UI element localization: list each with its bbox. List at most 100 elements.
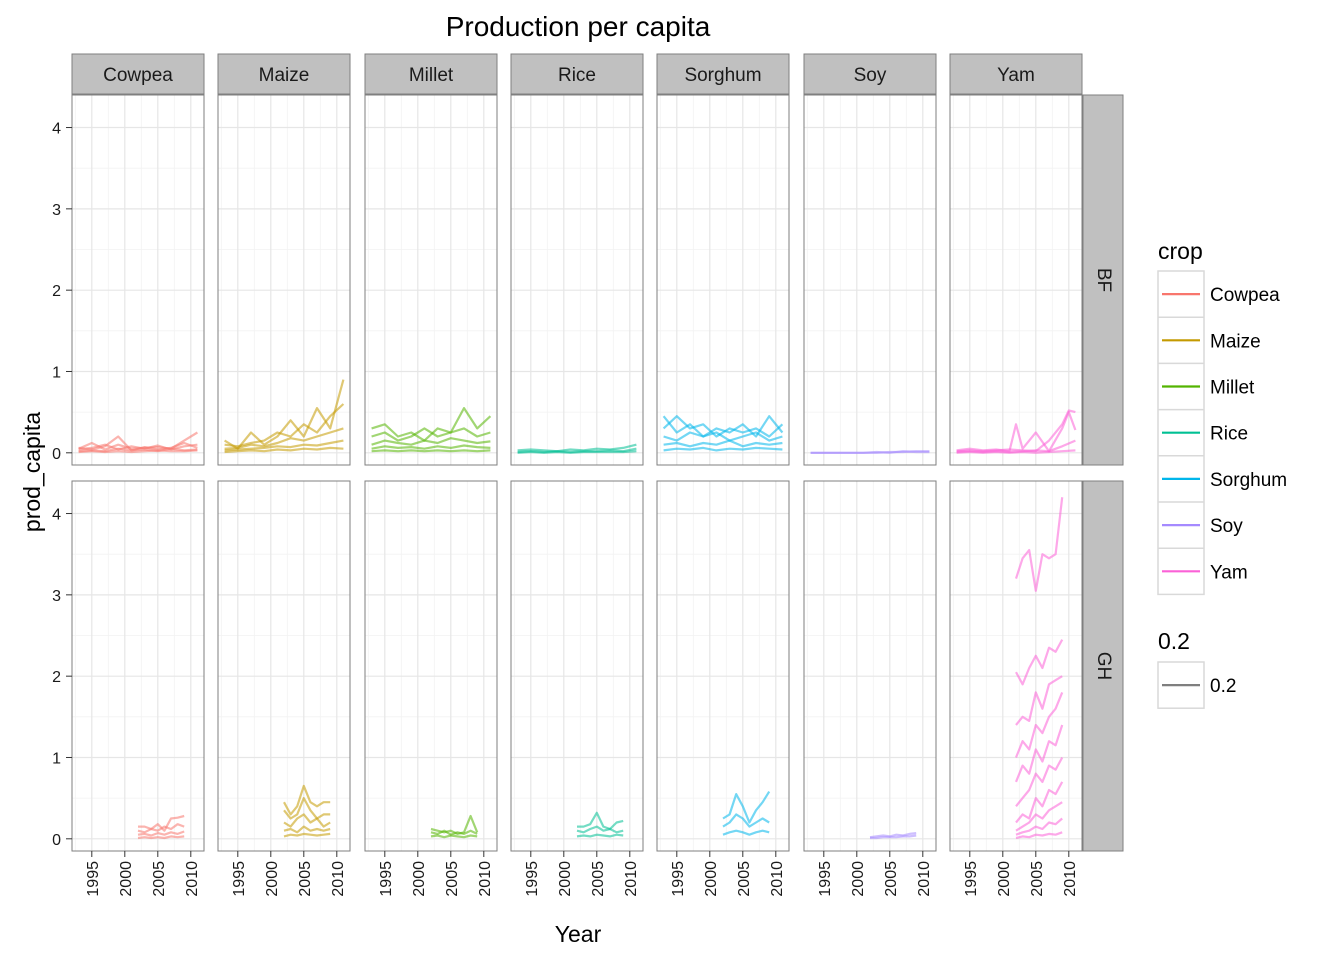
panel-maize-gh [218, 481, 350, 851]
panel-soy-bf [804, 95, 936, 465]
x-tick-label: 2000 [118, 861, 135, 897]
panel-sorghum-bf [657, 95, 789, 465]
panel-millet-bf [365, 95, 497, 465]
x-tick-label: 2005 [444, 861, 461, 897]
panel-background [218, 481, 350, 851]
legend-title: 0.2 [1158, 628, 1190, 654]
strip-label: GH [1093, 652, 1114, 681]
y-tick-label: 4 [52, 507, 61, 524]
x-tick-label: 2005 [151, 861, 168, 897]
series-line [1014, 724, 1064, 783]
series-line [224, 446, 344, 454]
panel-background [511, 95, 643, 465]
panel-background [950, 95, 1082, 465]
y-tick-label: 4 [52, 121, 61, 138]
strip-sorghum: Sorghum [656, 53, 790, 95]
series-line [517, 443, 637, 453]
series-line [1015, 639, 1064, 686]
x-tick-label: 2010 [916, 861, 933, 897]
series-group-millet-gh [430, 814, 479, 839]
panel-background [657, 95, 789, 465]
x-tick-label: 2010 [330, 861, 347, 897]
strip-background [656, 53, 790, 95]
panel-background [72, 481, 204, 851]
strip-background [217, 53, 351, 95]
x-tick-label: 2010 [477, 861, 494, 897]
y-axis-title: prod_capita [19, 412, 45, 532]
panel-border [656, 94, 790, 466]
y-tick-label: 3 [52, 588, 61, 605]
series-line [1014, 497, 1064, 592]
series-group-yam-gh [1014, 497, 1064, 840]
series-line [224, 439, 344, 452]
panel-soy-gh [804, 481, 936, 851]
strip-label: Rice [558, 65, 596, 86]
panel-border [217, 94, 351, 466]
legend-label-maize: Maize [1210, 331, 1261, 352]
x-axis-title: Year [555, 921, 602, 947]
x-tick-label: 2000 [264, 861, 281, 897]
chart-title: Production per capita [446, 11, 711, 42]
panel-cowpea-gh [72, 481, 204, 851]
series-line [371, 444, 491, 450]
x-tick-label: 1995 [85, 861, 102, 897]
x-tick-label: 2000 [557, 861, 574, 897]
series-line [517, 450, 637, 454]
series-line [224, 403, 345, 448]
y-tick-label: 1 [52, 364, 61, 381]
legend-label-cowpea: Cowpea [1210, 285, 1280, 306]
legend-label-alpha: 0.2 [1210, 676, 1236, 697]
series-line [1015, 675, 1063, 726]
panel-border [71, 94, 205, 466]
series-group-maize-bf [224, 379, 345, 454]
axes-layer: 0 1 2 3 4 0 1 2 3 4 1995 2000 2005 2010 1995 2000 2005 20… [52, 121, 1079, 897]
y-tick-label: 2 [52, 283, 61, 300]
series-group-cowpea-bf [78, 431, 198, 454]
panel-rice-gh [511, 481, 643, 851]
legend-label-yam: Yam [1210, 562, 1248, 583]
strips-layer: Cowpea Maize Millet Rice Sorghum Soy Yam BF GH [71, 53, 1124, 852]
series-line [283, 832, 331, 838]
y-tick-label: 0 [52, 446, 61, 463]
series-line [371, 437, 491, 446]
series-line [371, 407, 492, 442]
panel-background [657, 481, 789, 851]
panel-border [364, 94, 498, 466]
panel-rice-bf [511, 95, 643, 465]
series-line [1015, 817, 1063, 836]
x-tick-label: 2005 [590, 861, 607, 897]
series-line [78, 435, 198, 452]
panel-border [803, 94, 937, 466]
panels-layer [71, 94, 1083, 852]
series-line [722, 813, 770, 828]
series-line [663, 439, 783, 448]
x-tick-label: 1995 [670, 861, 687, 897]
strip-label: Sorghum [684, 65, 761, 86]
series-line [870, 834, 917, 840]
series-line [577, 811, 624, 831]
panel-background [365, 481, 497, 851]
panel-border [656, 480, 790, 852]
series-group-rice-gh [576, 811, 624, 838]
series-line [810, 450, 930, 454]
x-tick-label: 2010 [623, 861, 640, 897]
x-tick-label: 2005 [1029, 861, 1046, 897]
panel-yam-gh [950, 481, 1082, 851]
series-line [283, 784, 331, 816]
series-line [430, 829, 478, 836]
strip-millet: Millet [364, 53, 498, 95]
series-line [576, 825, 624, 834]
x-tick-label: 2000 [703, 861, 720, 897]
x-tick-label: 2010 [769, 861, 786, 897]
y-tick-label: 3 [52, 202, 61, 219]
panel-border [803, 480, 937, 852]
panel-background [72, 95, 204, 465]
x-tick-label: 1995 [524, 861, 541, 897]
y-tick-label: 1 [52, 750, 61, 767]
y-tick-label: 0 [52, 832, 61, 849]
panel-border [71, 480, 205, 852]
panel-yam-bf [950, 95, 1082, 465]
legend-label-soy: Soy [1210, 516, 1243, 537]
x-tick-label: 2000 [411, 861, 428, 897]
series-line [283, 796, 331, 820]
